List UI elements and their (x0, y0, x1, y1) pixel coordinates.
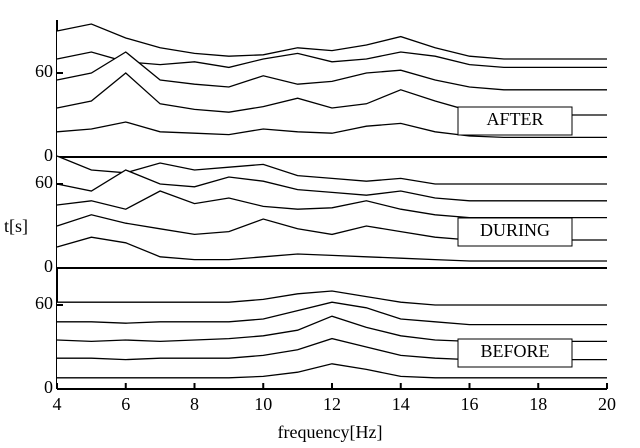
trace (56, 51, 607, 69)
x-tick-label: 20 (598, 394, 616, 414)
x-tick-label: 8 (190, 394, 199, 414)
trace (56, 155, 607, 185)
trace (57, 290, 607, 306)
trace-fill (57, 214, 607, 268)
y-tick-label: 0 (44, 145, 53, 165)
x-tick-label: 4 (53, 394, 62, 414)
x-axis-label: frequency[Hz] (278, 422, 383, 442)
panel-label-box (457, 338, 573, 368)
panel-label: AFTER (486, 109, 543, 129)
x-tick-label: 18 (529, 394, 547, 414)
y-tick-label: 60 (35, 61, 53, 81)
trace (56, 51, 607, 91)
y-tick-label: 0 (44, 256, 53, 276)
trace-fill (57, 363, 607, 389)
x-tick-label: 16 (461, 394, 479, 414)
panel-label-box (457, 106, 573, 136)
x-tick-label: 14 (392, 394, 410, 414)
y-tick-label: 60 (35, 172, 53, 192)
x-tick-label: 10 (254, 394, 272, 414)
panel-label: BEFORE (480, 341, 549, 361)
trace (56, 169, 607, 202)
trace (57, 301, 607, 326)
trace (57, 363, 607, 379)
x-tick-label: 12 (323, 394, 341, 414)
trace-fill (57, 122, 607, 157)
panel-label: DURING (480, 220, 550, 240)
trace-fill (57, 237, 607, 268)
x-tick-label: 6 (121, 394, 130, 414)
y-tick-label: 60 (35, 293, 53, 313)
y-axis-label: t[s] (4, 216, 28, 236)
panel-label-box (457, 217, 573, 247)
y-tick-label: 0 (44, 377, 53, 397)
trace (56, 236, 607, 262)
trace (56, 23, 607, 60)
trace (56, 121, 607, 139)
